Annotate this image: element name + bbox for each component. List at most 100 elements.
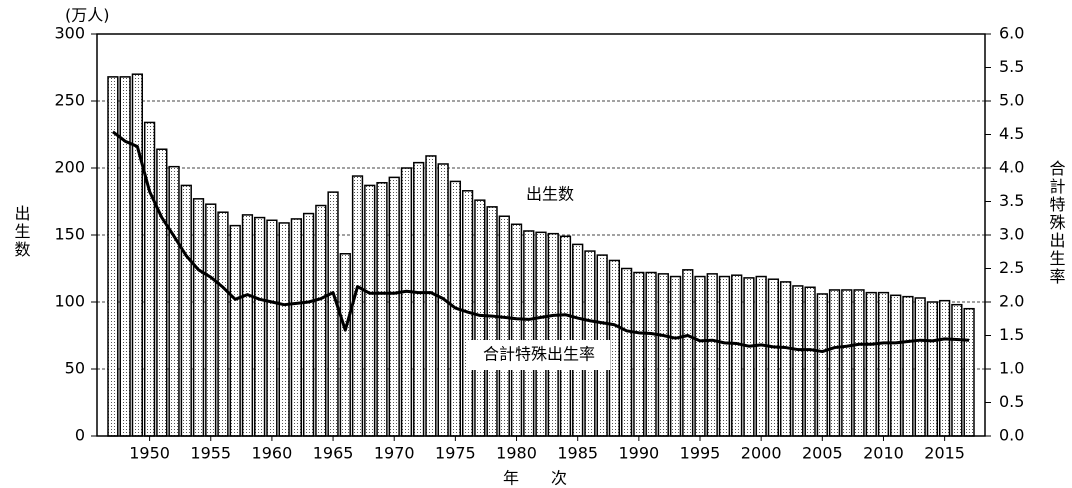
line — [111, 130, 970, 354]
plot-frame — [96, 33, 986, 437]
y2-axis-label: 合計特殊出生率 — [1047, 160, 1066, 286]
bar — [229, 224, 241, 437]
bar — [131, 73, 144, 437]
bar — [217, 211, 229, 437]
bar — [657, 273, 669, 437]
bar — [523, 230, 535, 437]
bar — [694, 275, 706, 437]
x-tick-label: 1975 — [435, 444, 476, 463]
bar — [400, 167, 413, 437]
label-bg — [468, 340, 610, 370]
x-tick-label: 2010 — [863, 444, 904, 463]
bar — [853, 289, 865, 437]
bar — [510, 223, 523, 437]
x-tick-label: 1965 — [313, 444, 354, 463]
x-tick-label: 2015 — [924, 444, 965, 463]
bar — [902, 295, 914, 437]
x-tick-label: 1980 — [496, 444, 537, 463]
y2-tick-label: 4.5 — [999, 124, 1024, 143]
bar — [486, 206, 498, 437]
bar — [107, 76, 119, 437]
y2-tick-label: 0.0 — [999, 426, 1024, 445]
x-tick-label: 1955 — [190, 444, 231, 463]
bar — [620, 267, 633, 437]
x-axis-label: 年 次 — [503, 469, 567, 488]
bar — [351, 175, 364, 437]
x-tick-label: 1970 — [374, 444, 415, 463]
bar — [645, 271, 657, 437]
y-axis-label: 出生数 — [12, 205, 31, 259]
bar — [767, 278, 780, 437]
y-tick-label: 100 — [54, 292, 85, 311]
bar — [156, 148, 168, 437]
bar — [254, 216, 266, 437]
series-label: 出生数 — [526, 185, 574, 204]
y2-tick-label: 5.0 — [999, 91, 1024, 110]
bar — [290, 218, 303, 437]
x-tick-label: 1990 — [618, 444, 659, 463]
bar — [559, 235, 572, 437]
bar — [535, 231, 547, 437]
bar — [608, 259, 621, 437]
y-unit: (万人) — [65, 6, 110, 25]
bar — [743, 277, 755, 437]
bar — [180, 184, 192, 437]
bar — [804, 286, 816, 437]
x-tick-label: 1985 — [557, 444, 598, 463]
bar — [731, 274, 743, 437]
bar — [816, 293, 828, 437]
bar — [339, 253, 351, 437]
x-tick-label: 1995 — [680, 444, 721, 463]
series-label: 合計特殊出生率 — [483, 345, 595, 364]
bar — [963, 307, 975, 437]
y2-tick-label: 3.0 — [999, 225, 1024, 244]
x-tick-label: 1950 — [129, 444, 170, 463]
y-tick-label: 300 — [54, 24, 85, 43]
bar — [682, 269, 694, 437]
y-tick-label: 200 — [54, 158, 85, 177]
bar — [633, 271, 645, 437]
bar — [718, 275, 731, 437]
bar — [877, 291, 890, 437]
bar — [938, 299, 951, 437]
bar — [792, 285, 804, 437]
bar — [168, 165, 180, 437]
bar — [841, 289, 853, 437]
y-tick-label: 50 — [65, 359, 85, 378]
x-tick-label: 2005 — [802, 444, 843, 463]
y2-tick-label: 6.0 — [999, 24, 1024, 43]
y-tick-label: 0 — [75, 426, 85, 445]
bar — [388, 176, 400, 437]
bar — [890, 294, 902, 437]
bar — [315, 204, 327, 437]
bar — [498, 215, 510, 437]
bar — [364, 184, 376, 437]
bar — [547, 232, 559, 437]
y2-tick-label: 0.5 — [999, 392, 1024, 411]
bar — [376, 181, 388, 437]
bar — [474, 199, 486, 437]
bar — [241, 214, 254, 437]
x-tick-label: 2000 — [741, 444, 782, 463]
y2-tick-label: 2.0 — [999, 292, 1024, 311]
y2-tick-label: 5.5 — [999, 57, 1024, 76]
y-tick-label: 150 — [54, 225, 85, 244]
bar — [302, 212, 315, 437]
y2-tick-label: 1.0 — [999, 359, 1024, 378]
bar — [192, 198, 205, 437]
bar — [205, 203, 217, 437]
bar — [413, 161, 425, 437]
bar — [828, 289, 841, 437]
bar — [779, 281, 792, 437]
bar — [266, 219, 278, 437]
bar — [951, 303, 963, 437]
bar — [865, 291, 877, 437]
bar — [119, 76, 131, 437]
y2-tick-label: 3.5 — [999, 191, 1024, 210]
bar — [669, 275, 682, 437]
bar — [914, 297, 926, 437]
y2-tick-label: 4.0 — [999, 158, 1024, 177]
y2-tick-label: 1.5 — [999, 325, 1024, 344]
bar — [706, 273, 718, 437]
